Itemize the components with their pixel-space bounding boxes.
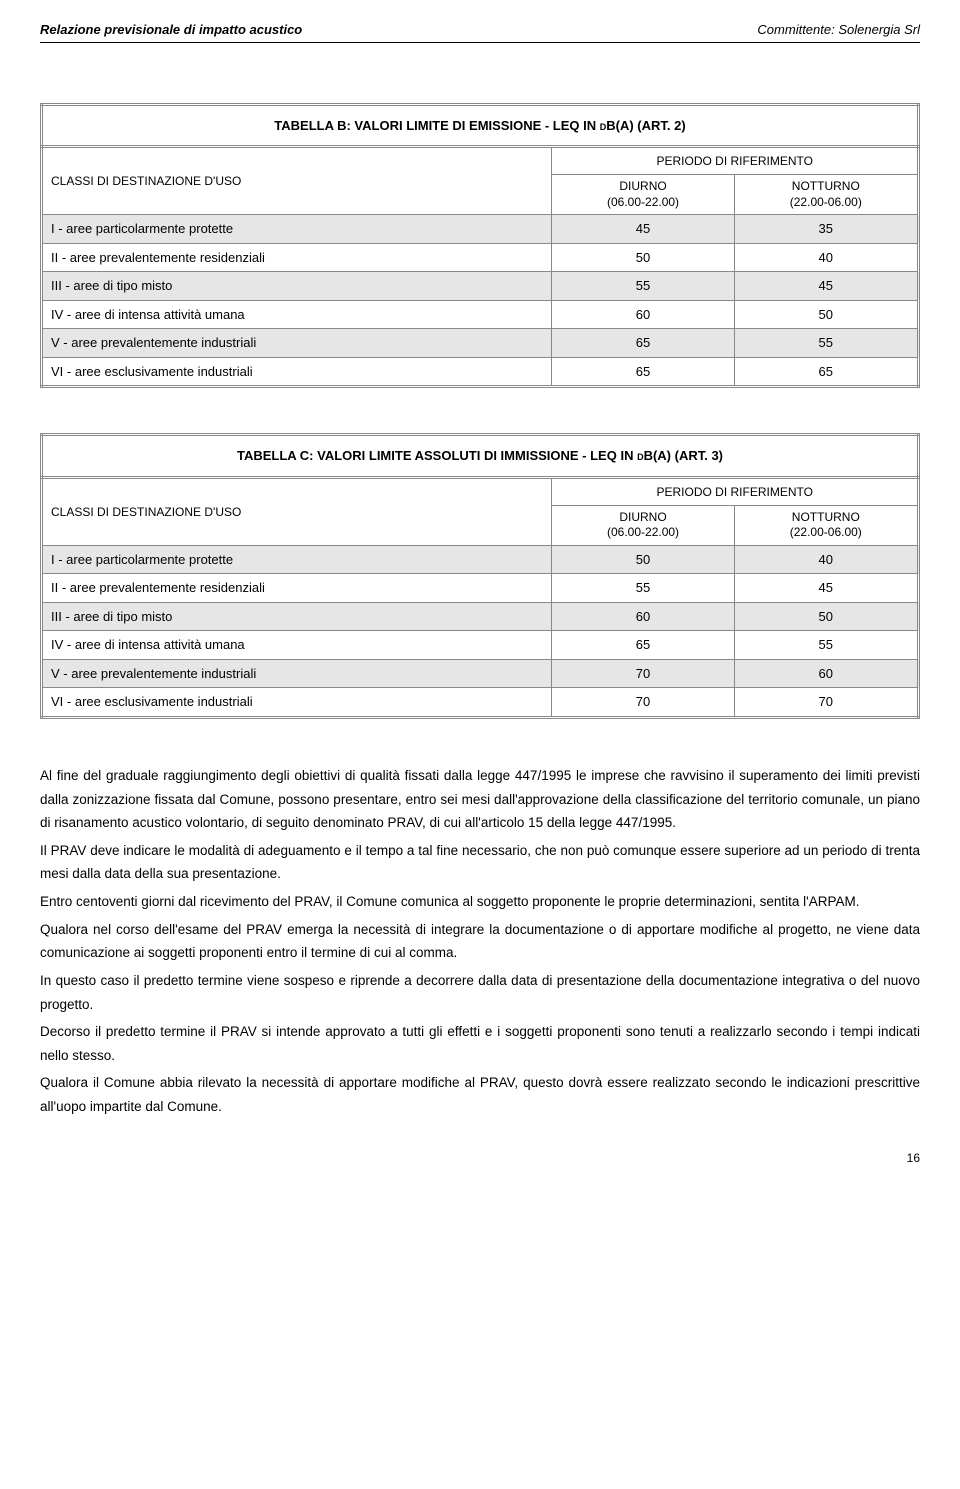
- table-row: III - aree di tipo misto6050: [42, 602, 919, 631]
- table-row: IV - aree di intensa attività umana6555: [42, 631, 919, 660]
- paragraph: Qualora il Comune abbia rilevato la nece…: [40, 1071, 920, 1118]
- paragraph: In questo caso il predetto termine viene…: [40, 969, 920, 1016]
- table-c-body: I - aree particolarmente protette5040II …: [42, 545, 919, 717]
- row-label: I - aree particolarmente protette: [42, 545, 552, 574]
- table-b-classi-header: CLASSI DI DESTINAZIONE D'USO: [42, 147, 552, 215]
- row-diurno: 70: [552, 688, 734, 718]
- table-row: I - aree particolarmente protette5040: [42, 545, 919, 574]
- row-notturno: 40: [734, 243, 918, 272]
- page-header: Relazione previsionale di impatto acusti…: [40, 20, 920, 43]
- paragraph: Qualora nel corso dell'esame del PRAV em…: [40, 918, 920, 965]
- table-c-classi-header: CLASSI DI DESTINAZIONE D'USO: [42, 477, 552, 545]
- table-row: VI - aree esclusivamente industriali6565: [42, 357, 919, 387]
- table-c: TABELLA C: VALORI LIMITE ASSOLUTI DI IMM…: [40, 433, 920, 719]
- row-diurno: 60: [552, 602, 734, 631]
- row-notturno: 45: [734, 574, 918, 603]
- body-text: Al fine del graduale raggiungimento degl…: [40, 764, 920, 1119]
- table-b-body: I - aree particolarmente protette4535II …: [42, 215, 919, 387]
- row-label: V - aree prevalentemente industriali: [42, 329, 552, 358]
- row-diurno: 50: [552, 545, 734, 574]
- paragraph: Decorso il predetto termine il PRAV si i…: [40, 1020, 920, 1067]
- row-label: IV - aree di intensa attività umana: [42, 631, 552, 660]
- row-diurno: 60: [552, 300, 734, 329]
- table-c-periodo-header: PERIODO DI RIFERIMENTO: [552, 477, 919, 505]
- row-notturno: 35: [734, 215, 918, 244]
- row-label: II - aree prevalentemente residenziali: [42, 243, 552, 272]
- table-row: II - aree prevalentemente residenziali55…: [42, 574, 919, 603]
- table-c-diurno-header: DIURNO (06.00-22.00): [552, 505, 734, 545]
- paragraph: Il PRAV deve indicare le modalità di ade…: [40, 839, 920, 886]
- table-row: V - aree prevalentemente industriali6555: [42, 329, 919, 358]
- row-notturno: 60: [734, 659, 918, 688]
- row-notturno: 65: [734, 357, 918, 387]
- table-c-notturno-header: NOTTURNO (22.00-06.00): [734, 505, 918, 545]
- row-label: IV - aree di intensa attività umana: [42, 300, 552, 329]
- row-label: VI - aree esclusivamente industriali: [42, 688, 552, 718]
- row-label: V - aree prevalentemente industriali: [42, 659, 552, 688]
- row-label: III - aree di tipo misto: [42, 272, 552, 301]
- header-left: Relazione previsionale di impatto acusti…: [40, 20, 302, 40]
- row-diurno: 45: [552, 215, 734, 244]
- row-label: II - aree prevalentemente residenziali: [42, 574, 552, 603]
- row-diurno: 70: [552, 659, 734, 688]
- page-number: 16: [40, 1149, 920, 1167]
- row-notturno: 45: [734, 272, 918, 301]
- row-label: I - aree particolarmente protette: [42, 215, 552, 244]
- table-b-periodo-header: PERIODO DI RIFERIMENTO: [552, 147, 919, 175]
- table-row: III - aree di tipo misto5545: [42, 272, 919, 301]
- table-row: I - aree particolarmente protette4535: [42, 215, 919, 244]
- paragraph: Entro centoventi giorni dal ricevimento …: [40, 890, 920, 914]
- row-notturno: 55: [734, 329, 918, 358]
- row-notturno: 40: [734, 545, 918, 574]
- row-diurno: 50: [552, 243, 734, 272]
- row-notturno: 70: [734, 688, 918, 718]
- table-row: II - aree prevalentemente residenziali50…: [42, 243, 919, 272]
- table-b-diurno-header: DIURNO (06.00-22.00): [552, 175, 734, 215]
- row-notturno: 50: [734, 300, 918, 329]
- table-b: TABELLA B: VALORI LIMITE DI EMISSIONE - …: [40, 103, 920, 389]
- table-row: VI - aree esclusivamente industriali7070: [42, 688, 919, 718]
- row-diurno: 65: [552, 357, 734, 387]
- paragraph: Al fine del graduale raggiungimento degl…: [40, 764, 920, 835]
- row-notturno: 50: [734, 602, 918, 631]
- row-diurno: 55: [552, 272, 734, 301]
- table-row: V - aree prevalentemente industriali7060: [42, 659, 919, 688]
- row-diurno: 65: [552, 329, 734, 358]
- table-row: IV - aree di intensa attività umana6050: [42, 300, 919, 329]
- table-c-title: TABELLA C: VALORI LIMITE ASSOLUTI DI IMM…: [42, 435, 919, 478]
- table-b-title: TABELLA B: VALORI LIMITE DI EMISSIONE - …: [42, 104, 919, 147]
- row-diurno: 65: [552, 631, 734, 660]
- table-b-notturno-header: NOTTURNO (22.00-06.00): [734, 175, 918, 215]
- row-label: VI - aree esclusivamente industriali: [42, 357, 552, 387]
- row-label: III - aree di tipo misto: [42, 602, 552, 631]
- row-notturno: 55: [734, 631, 918, 660]
- row-diurno: 55: [552, 574, 734, 603]
- header-right: Committente: Solenergia Srl: [757, 20, 920, 40]
